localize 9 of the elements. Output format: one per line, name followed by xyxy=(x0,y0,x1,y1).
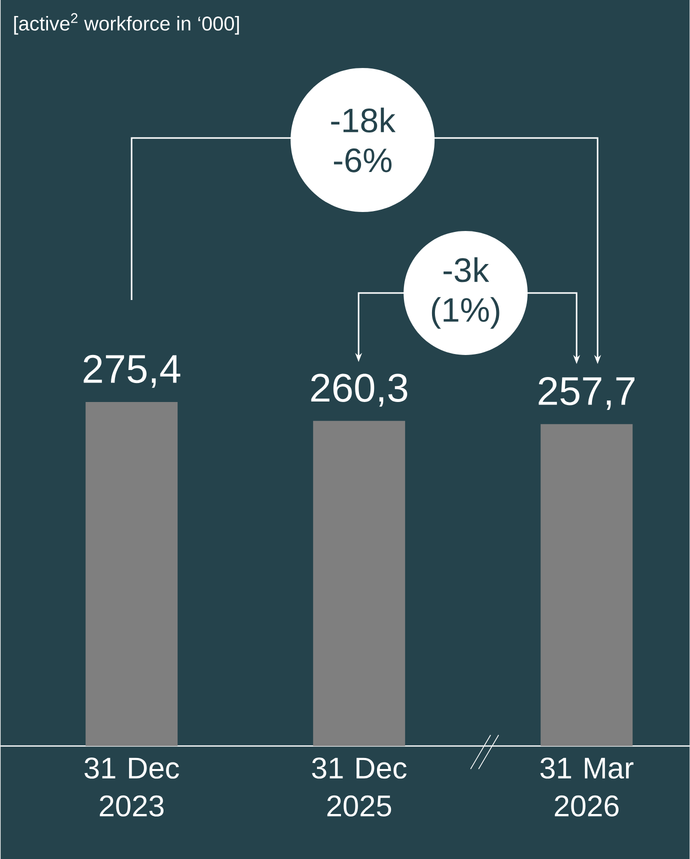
chart-title: [active$^{2}$ workforce in ‘000] xyxy=(14,13,239,35)
x-tick-label: 31 Mar 2026 xyxy=(540,758,634,817)
data-label: 260,3 xyxy=(311,374,408,407)
x-tick-label: 31 Dec 2025 xyxy=(312,758,406,817)
x-tick-label: 31 Dec 2023 xyxy=(84,758,179,817)
data-label: 275,4 xyxy=(84,354,180,388)
data-label: 257,7 xyxy=(538,376,634,410)
text: -3k (1%) xyxy=(432,257,500,329)
text: -18k -6% xyxy=(331,108,396,172)
